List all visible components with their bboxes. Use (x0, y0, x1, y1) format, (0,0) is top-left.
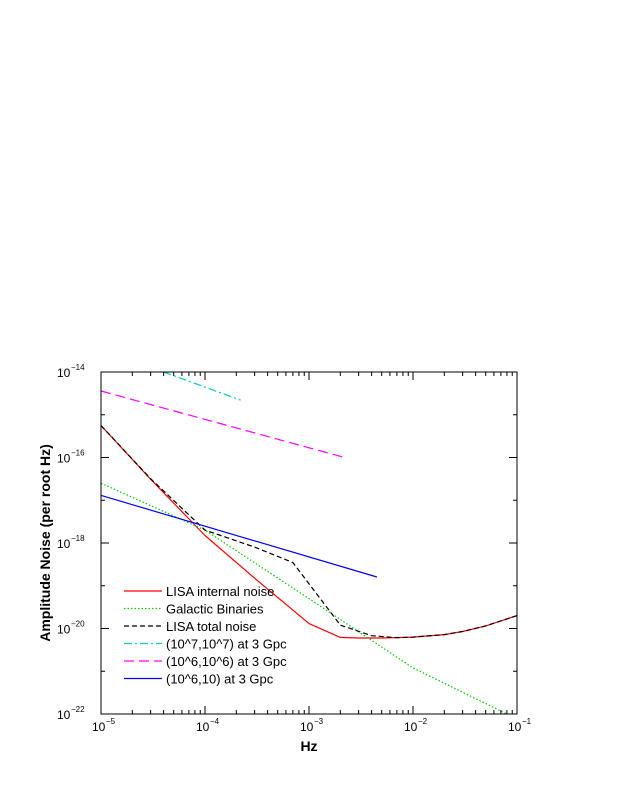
legend-label-0: LISA internal noise (166, 584, 274, 599)
y-tick-label: 10 (57, 366, 71, 380)
series-line-2 (101, 425, 517, 639)
y-tick-exponent: −18 (71, 534, 85, 543)
x-tick-label: 10 (92, 720, 106, 734)
y-axis-title: Amplitude Noise (per root Hz) (37, 444, 53, 642)
legend-label-2: LISA total noise (166, 619, 256, 634)
x-axis-title: Hz (300, 738, 317, 754)
x-tick-exponent: −4 (210, 717, 220, 726)
series-line-5 (101, 494, 378, 578)
legend-label-5: (10^6,10) at 3 Gpc (166, 672, 274, 687)
x-tick-exponent: −3 (314, 717, 324, 726)
legend: LISA internal noise Galactic Binaries LISA… (124, 584, 287, 687)
legend-label-3: (10^7,10^7) at 3 Gpc (166, 637, 287, 652)
x-tick-label: 10 (508, 720, 522, 734)
y-tick-exponent: −20 (71, 620, 85, 629)
x-tick-label: 10 (300, 720, 314, 734)
series-line-4 (101, 390, 345, 459)
x-tick-label: 10 (196, 720, 210, 734)
plot-frame (100, 371, 518, 715)
legend-label-1: Galactic Binaries (166, 602, 264, 617)
x-tick-exponent: −2 (418, 717, 428, 726)
y-tick-label: 10 (57, 452, 71, 466)
series-line-3 (163, 372, 241, 401)
x-tick-label: 10 (404, 720, 418, 734)
y-tick-exponent: −22 (71, 705, 85, 714)
legend-label-4: (10^6,10^6) at 3 Gpc (166, 654, 287, 669)
y-tick-label: 10 (57, 623, 71, 637)
x-tick-exponent: −1 (522, 717, 532, 726)
y-tick-exponent: −14 (71, 363, 85, 372)
y-tick-label: 10 (57, 537, 71, 551)
series-layer (101, 372, 517, 714)
y-tick-label: 10 (57, 708, 71, 722)
series-line-0 (101, 425, 517, 639)
series-line-1 (101, 482, 508, 714)
y-tick-exponent: −16 (71, 449, 85, 458)
x-tick-exponent: −5 (106, 717, 116, 726)
